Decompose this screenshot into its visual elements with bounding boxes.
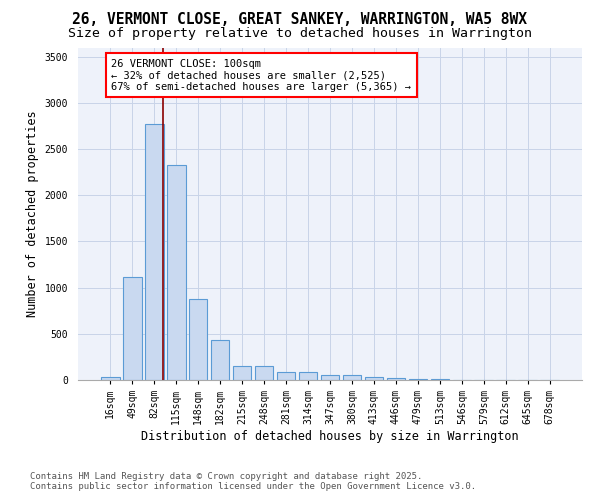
Bar [409, 379, 427, 380]
Bar [343, 376, 361, 380]
Bar [123, 278, 142, 380]
Bar [145, 124, 164, 380]
Bar [167, 165, 185, 380]
Text: 26 VERMONT CLOSE: 100sqm
← 32% of detached houses are smaller (2,525)
67% of sem: 26 VERMONT CLOSE: 100sqm ← 32% of detach… [112, 58, 412, 92]
Bar [189, 299, 208, 380]
Text: Contains HM Land Registry data © Crown copyright and database right 2025.: Contains HM Land Registry data © Crown c… [30, 472, 422, 481]
Bar [299, 372, 317, 380]
Bar [211, 340, 229, 380]
Bar [277, 372, 295, 380]
Text: Contains public sector information licensed under the Open Government Licence v3: Contains public sector information licen… [30, 482, 476, 491]
Bar [320, 376, 340, 380]
Bar [386, 378, 405, 380]
Text: 26, VERMONT CLOSE, GREAT SANKEY, WARRINGTON, WA5 8WX: 26, VERMONT CLOSE, GREAT SANKEY, WARRING… [73, 12, 527, 28]
Text: Size of property relative to detached houses in Warrington: Size of property relative to detached ho… [68, 28, 532, 40]
X-axis label: Distribution of detached houses by size in Warrington: Distribution of detached houses by size … [141, 430, 519, 443]
Bar [365, 377, 383, 380]
Bar [233, 366, 251, 380]
Y-axis label: Number of detached properties: Number of detached properties [26, 110, 39, 317]
Bar [255, 366, 274, 380]
Bar [101, 377, 119, 380]
